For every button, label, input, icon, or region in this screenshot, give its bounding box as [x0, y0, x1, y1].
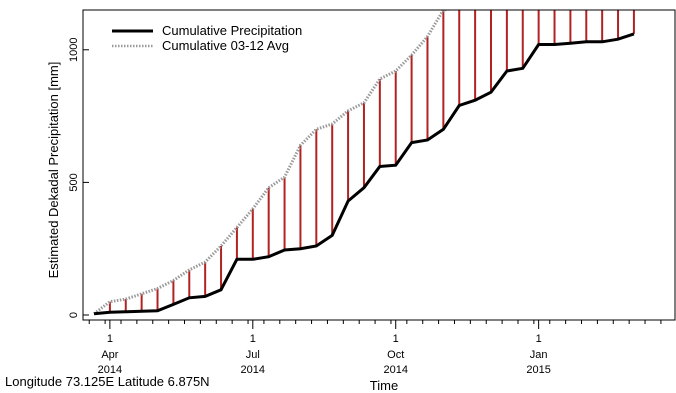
x-tick-year: 2014 — [241, 364, 265, 376]
y-axis: 0 500 1000 — [68, 38, 89, 318]
x-tick-day: 1 — [393, 333, 399, 345]
series-line-cumulative-precipitation — [93, 32, 635, 316]
series-line-cumulative-avg — [93, 10, 453, 315]
y-tick-label: 0 — [68, 312, 80, 318]
x-tick-year: 2014 — [383, 364, 407, 376]
x-axis-label: Time — [370, 378, 398, 393]
difference-bars — [108, 10, 635, 313]
legend-label-avg: Cumulative 03-12 Avg — [162, 38, 289, 53]
y-tick-label: 1000 — [68, 38, 80, 62]
x-tick-month: Apr — [101, 349, 118, 361]
y-axis-label: Estimated Dekadal Precipitation [mm] — [46, 62, 61, 279]
series-lines — [93, 10, 635, 316]
x-tick-month: Jan — [530, 349, 548, 361]
legend-label-precipitation: Cumulative Precipitation — [162, 23, 302, 38]
x-tick-month: Oct — [387, 349, 404, 361]
plot-frame — [82, 9, 676, 321]
x-tick-day: 1 — [536, 333, 542, 345]
y-tick-label: 500 — [68, 173, 80, 191]
x-tick-year: 2014 — [98, 364, 122, 376]
x-tick-day: 1 — [250, 333, 256, 345]
x-tick-year: 2015 — [526, 364, 550, 376]
location-label: Longitude 73.125E Latitude 6.875N — [5, 374, 210, 389]
x-axis: 1 Apr 2014 1 Jul 2014 1 Oct 2014 1 Jan 2015 — [88, 320, 662, 376]
x-tick-month: Jul — [246, 349, 260, 361]
x-tick-day: 1 — [107, 333, 113, 345]
